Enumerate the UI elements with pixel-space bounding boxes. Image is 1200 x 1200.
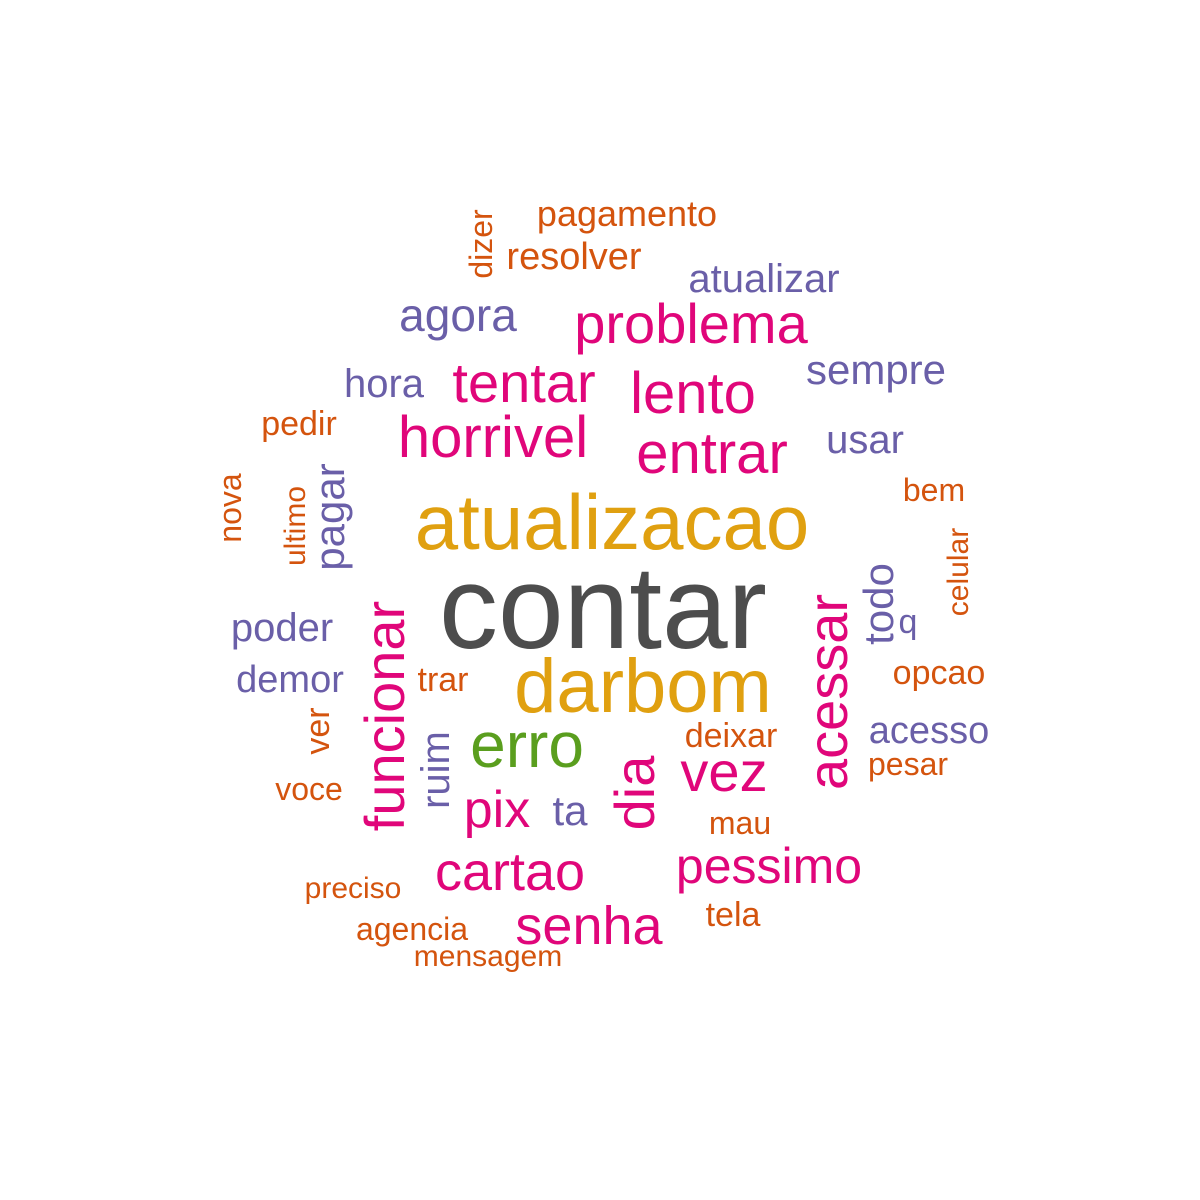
word-darbom: darbom bbox=[514, 644, 772, 729]
word-vez: vez bbox=[680, 740, 768, 803]
word-funcionar: funcionar bbox=[353, 600, 416, 832]
word-todo: todo bbox=[855, 563, 902, 645]
word-resolver: resolver bbox=[506, 236, 642, 278]
word-erro: erro bbox=[470, 709, 584, 781]
word-ta: ta bbox=[552, 787, 588, 834]
word-horrivel: horrivel bbox=[397, 405, 589, 470]
word-sempre: sempre bbox=[805, 346, 947, 393]
word-pedir: pedir bbox=[261, 405, 337, 443]
word-trar: trar bbox=[417, 661, 469, 699]
word-mau: mau bbox=[708, 805, 772, 841]
word-ruim: ruim bbox=[414, 731, 458, 809]
word-tentar: tentar bbox=[452, 351, 596, 414]
word-pagar: pagar bbox=[306, 463, 353, 571]
word-hora: hora bbox=[343, 362, 425, 406]
word-opcao: opcao bbox=[892, 654, 986, 692]
word-contar: contar bbox=[439, 542, 767, 674]
word-ultimo: ultimo bbox=[279, 485, 312, 567]
word-ver: ver bbox=[299, 707, 337, 755]
word-poder: poder bbox=[230, 606, 334, 650]
word-pessimo: pessimo bbox=[675, 838, 863, 894]
word-voce: voce bbox=[275, 771, 343, 807]
word-dizer: dizer bbox=[463, 209, 499, 279]
word-tela: tela bbox=[705, 896, 761, 934]
word-senha: senha bbox=[515, 896, 663, 956]
word-pix: pix bbox=[463, 781, 531, 839]
word-acesso: acesso bbox=[868, 710, 990, 752]
word-entrar: entrar bbox=[636, 421, 788, 486]
word-deixar: deixar bbox=[684, 717, 778, 755]
word-cartao: cartao bbox=[434, 842, 586, 902]
word-q: q bbox=[898, 603, 918, 641]
word-bem: bem bbox=[902, 472, 966, 508]
word-celular: celular bbox=[942, 527, 975, 617]
word-acessar: acessar bbox=[796, 593, 859, 791]
word-pagamento: pagamento bbox=[536, 193, 718, 234]
word-lento: lento bbox=[630, 361, 756, 426]
word-usar: usar bbox=[826, 418, 904, 462]
word-mensagem: mensagem bbox=[413, 940, 563, 973]
word-nova: nova bbox=[212, 473, 248, 543]
word-atualizar: atualizar bbox=[688, 257, 840, 301]
word-demor: demor bbox=[236, 659, 344, 701]
word-problema: problema bbox=[574, 292, 808, 355]
word-agencia: agencia bbox=[355, 911, 469, 947]
word-atualizacao: atualizacao bbox=[414, 478, 810, 566]
word-pesar: pesar bbox=[867, 746, 949, 782]
word-dia: dia bbox=[603, 755, 666, 831]
word-agora: agora bbox=[399, 289, 517, 341]
word-preciso: preciso bbox=[304, 872, 402, 905]
